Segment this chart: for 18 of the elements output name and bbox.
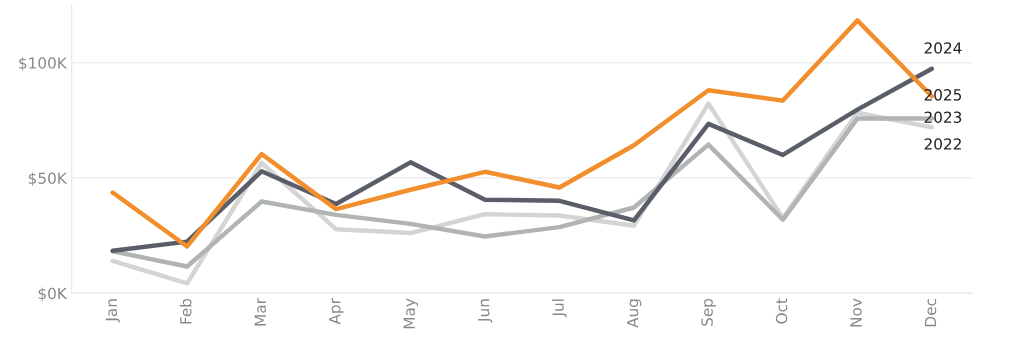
x-tick-label: Jul — [552, 299, 567, 318]
x-tick-label: Sep — [701, 298, 716, 326]
x-tick-label: Mar — [254, 298, 267, 326]
y-tick-label: $100K — [19, 57, 68, 71]
series-label: 2023 — [924, 111, 962, 123]
x-tick-label: Aug — [627, 299, 642, 328]
x-tick-label: May — [403, 298, 418, 329]
x-tick-label: Jun — [478, 299, 493, 323]
x-tick-label: Dec — [924, 299, 937, 327]
series-label: 2022 — [924, 138, 961, 150]
y-tick-label: $0K — [38, 287, 68, 302]
x-tick-label: Apr — [329, 298, 344, 325]
x-tick-label: Feb — [179, 298, 192, 324]
x-tick-label: Nov — [850, 298, 862, 327]
x-tick-label: Oct — [775, 298, 788, 324]
x-tick-label: Jan — [105, 299, 120, 323]
y-tick-label: $50K — [28, 172, 68, 187]
series-label: 2024 — [924, 42, 962, 54]
